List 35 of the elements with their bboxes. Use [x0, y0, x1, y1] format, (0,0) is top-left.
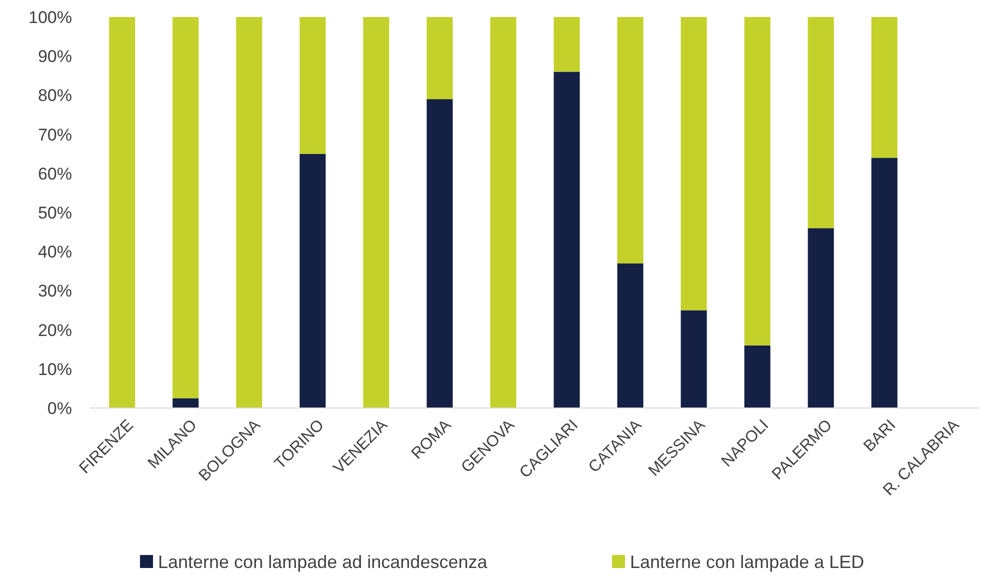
bar [680, 310, 707, 408]
bar [617, 17, 644, 264]
y-tick-label: 70% [38, 125, 72, 144]
bar [554, 17, 580, 72]
bar [426, 99, 453, 408]
y-tick-label: 20% [38, 320, 72, 340]
bar [871, 17, 898, 158]
bar [363, 17, 390, 408]
bar [808, 228, 834, 408]
bar [172, 17, 199, 398]
y-tick-label: 0% [47, 398, 72, 418]
bar [871, 158, 898, 408]
bar [744, 345, 770, 408]
y-tick-label: 100% [28, 8, 72, 27]
y-tick-label: 80% [38, 86, 72, 106]
y-tick-label: 60% [38, 164, 72, 184]
bar [109, 17, 136, 408]
bar [172, 398, 199, 408]
bar [680, 17, 707, 310]
bar [426, 17, 453, 100]
legend-label: Lanterne con lampade ad incandescenza [158, 552, 488, 572]
y-tick-label: 40% [38, 242, 72, 262]
y-tick-label: 10% [38, 360, 72, 379]
y-tick-label: 30% [38, 282, 72, 301]
bar [617, 263, 644, 408]
bar [236, 17, 262, 408]
bar [300, 17, 326, 154]
bar [554, 72, 580, 408]
bar [744, 17, 770, 346]
y-tick-label: 50% [38, 203, 72, 222]
legend-label: Lanterne con lampade a LED [630, 552, 864, 572]
bar [490, 17, 516, 408]
y-tick-label: 90% [38, 47, 72, 66]
bar [808, 17, 834, 228]
bar [300, 154, 326, 408]
